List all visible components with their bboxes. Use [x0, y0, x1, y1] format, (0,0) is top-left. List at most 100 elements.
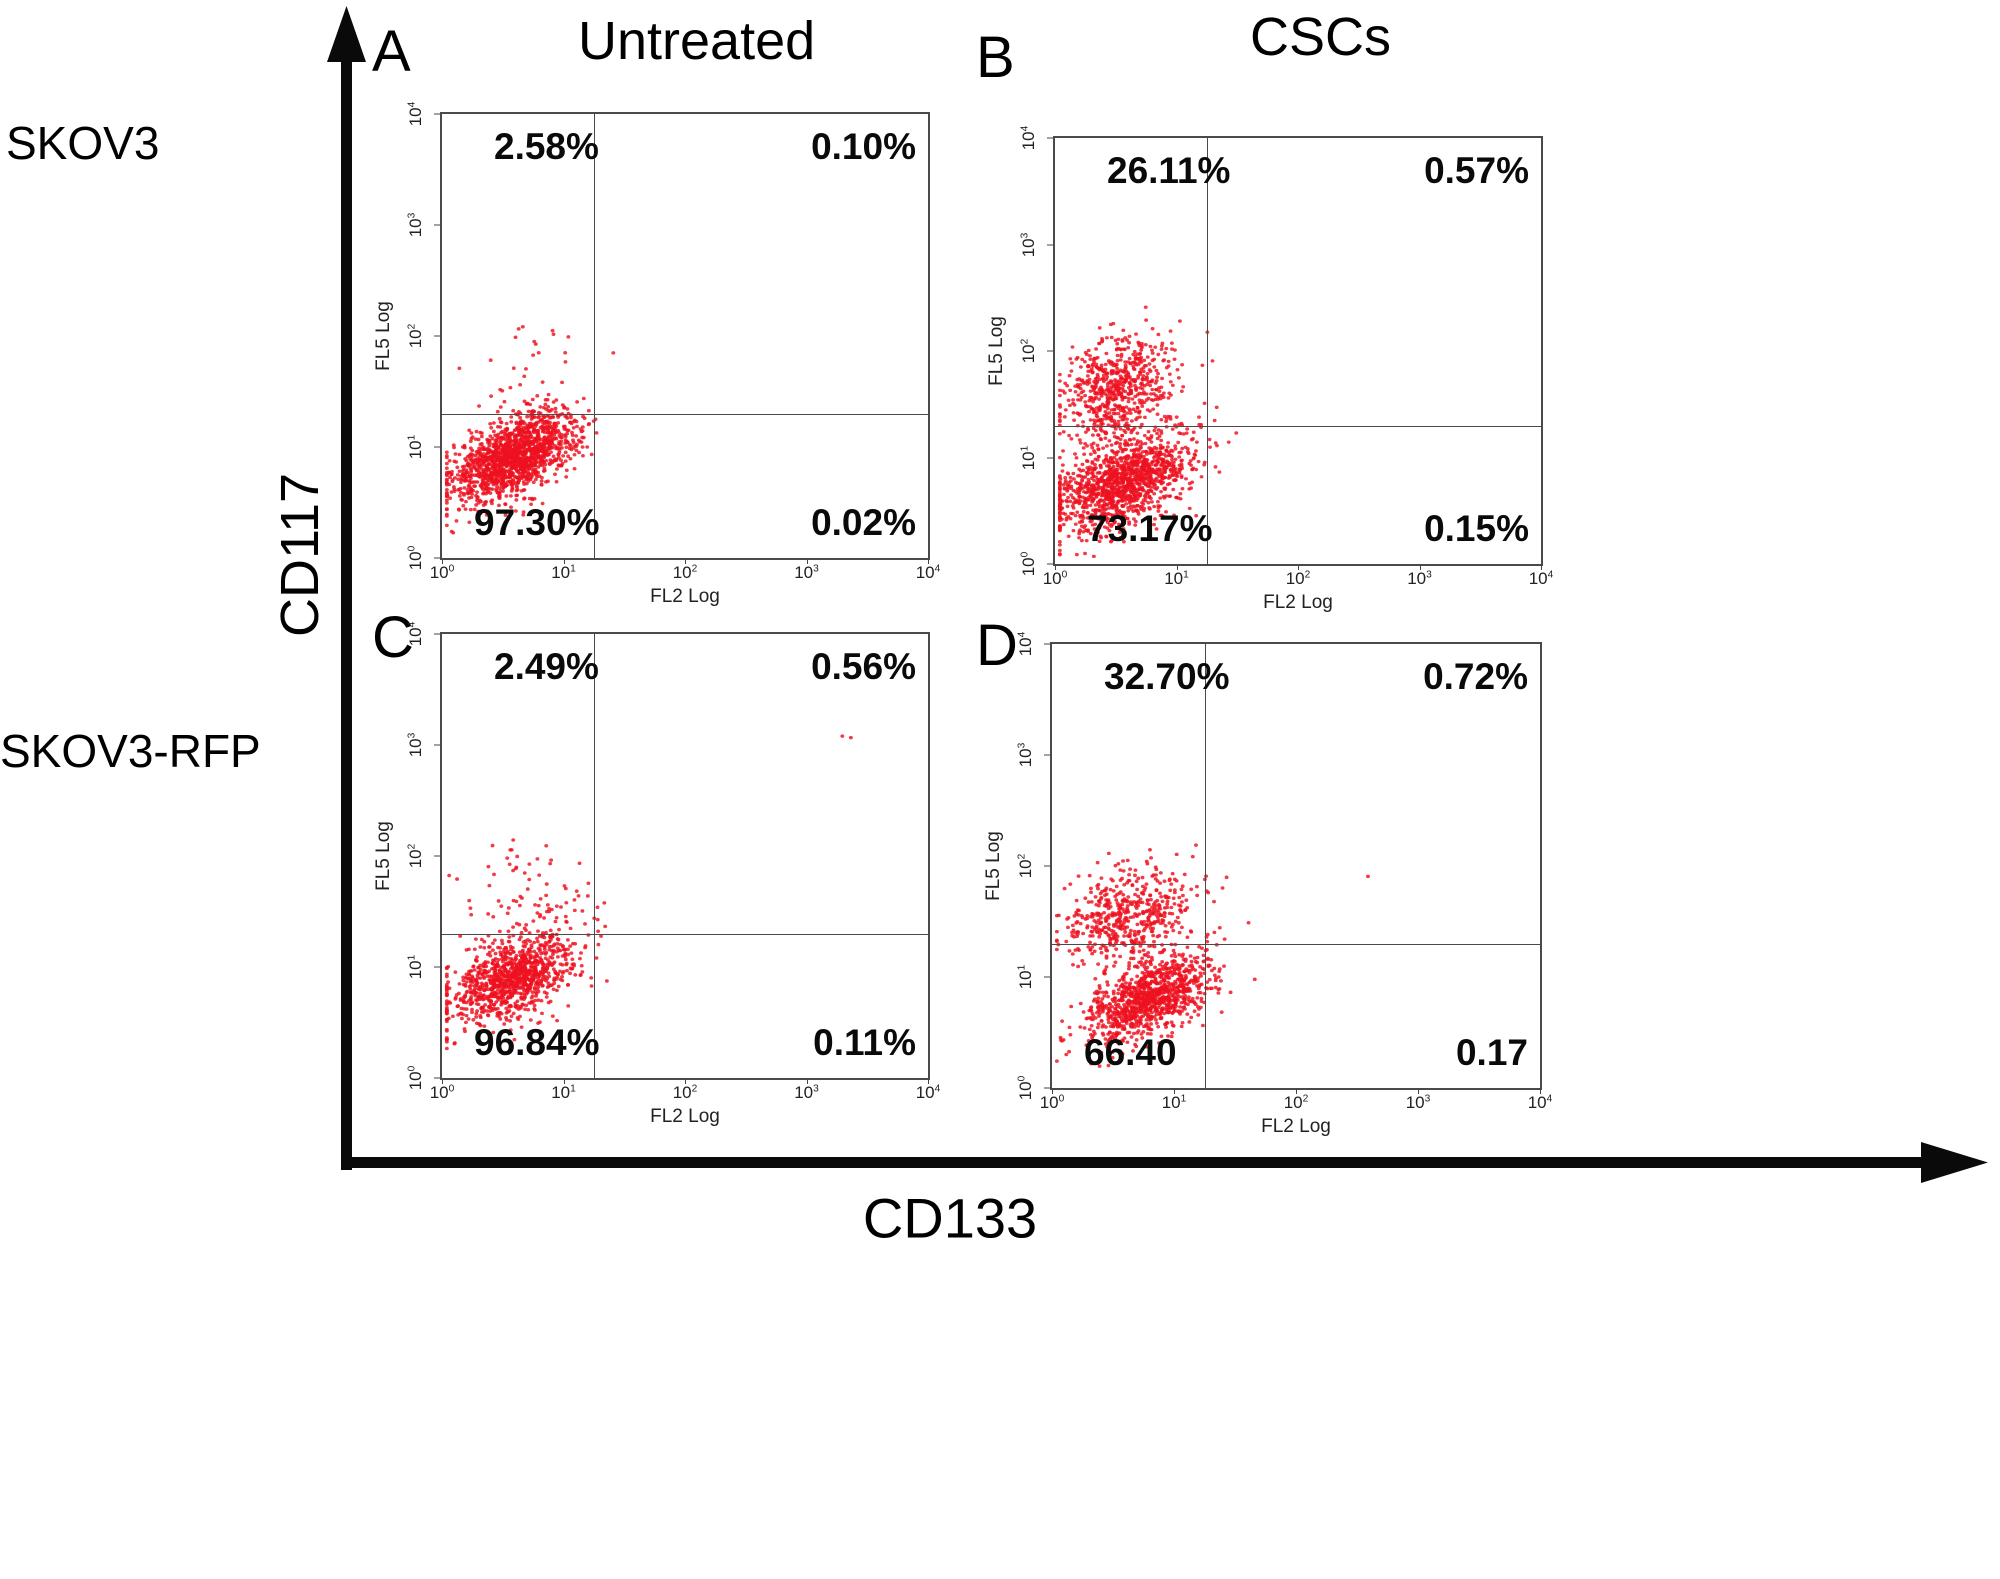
quadrant-percent-lower-left: 66.40 — [1084, 1032, 1177, 1073]
x-tick-label: 100 — [1042, 569, 1068, 588]
quadrant-percent-upper-left: 2.58% — [494, 126, 599, 167]
x-tick-label: 100 — [429, 1083, 455, 1102]
panel-y-axis-label: FL5 Log — [983, 831, 1004, 901]
quadrant-percent-lower-right: 0.15% — [1424, 508, 1529, 549]
horizontal-gate-line — [1055, 425, 1541, 428]
quadrant-percent-lower-right: 0.02% — [811, 502, 916, 543]
x-tick-mark — [806, 1078, 808, 1084]
y-tick-label: 100 — [406, 1065, 425, 1091]
scatter-plot — [444, 325, 616, 535]
row-label-skov3: SKOV3 — [6, 117, 160, 169]
x-tick-mark — [1052, 1088, 1053, 1094]
outer-y-axis-label: CD117 — [270, 472, 330, 638]
y-tick-label: 100 — [1016, 1075, 1035, 1101]
y-tick-mark — [434, 335, 440, 337]
horizontal-gate-line — [442, 933, 928, 936]
quadrant-percent-upper-left: 26.11% — [1107, 150, 1231, 191]
x-tick-label: 102 — [1283, 1093, 1309, 1112]
y-tick-mark — [1047, 563, 1053, 565]
y-tick-mark — [434, 557, 440, 559]
x-tick-mark — [1418, 1088, 1419, 1094]
flow-panel-a: 2.58% 0.10% 97.30% 0.02% 100 101 102 103 104… — [373, 102, 940, 607]
x-tick-mark — [442, 558, 443, 564]
y-tick-mark — [1044, 643, 1050, 645]
x-tick-label: 103 — [1407, 569, 1432, 588]
x-tick-label: 103 — [794, 1083, 819, 1102]
x-tick-mark — [1176, 564, 1178, 570]
vertical-gate-line — [593, 114, 596, 558]
y-tick-label: 101 — [1019, 445, 1038, 470]
quadrant-percent-upper-left: 2.49% — [494, 646, 599, 687]
panel-y-axis-label: FL5 Log — [373, 821, 394, 891]
y-tick-label: 101 — [406, 954, 425, 980]
x-tick-label: 102 — [1285, 569, 1311, 588]
x-tick-label: 104 — [1528, 569, 1554, 588]
panel-x-axis-label: FL2 Log — [650, 586, 720, 607]
x-tick-mark — [928, 1078, 929, 1084]
scatter-plot — [1054, 843, 1370, 1068]
y-tick-label: 103 — [1016, 742, 1035, 768]
scatter-plot — [1057, 305, 1239, 559]
x-tick-label: 102 — [672, 563, 698, 582]
x-tick-mark — [928, 558, 929, 564]
y-tick-label: 100 — [406, 545, 425, 571]
column-header-cscs: CSCs — [1250, 7, 1392, 67]
y-tick-mark — [434, 224, 440, 226]
x-tick-mark — [1419, 564, 1421, 570]
x-tick-label: 101 — [1164, 569, 1189, 588]
quadrant-percent-lower-left: 97.30% — [474, 502, 600, 543]
x-tick-mark — [1541, 564, 1542, 570]
y-tick-mark — [434, 446, 440, 448]
y-tick-mark — [1044, 1087, 1050, 1089]
vertical-gate-line — [1204, 644, 1206, 1088]
panel-letter-c: C — [372, 605, 414, 670]
y-tick-label: 102 — [1019, 338, 1038, 364]
y-tick-label: 102 — [1016, 853, 1035, 879]
y-tick-label: 104 — [406, 621, 425, 647]
quadrant-percent-upper-right: 0.57% — [1424, 150, 1529, 191]
y-tick-label: 101 — [1016, 964, 1035, 990]
x-tick-mark — [1296, 1088, 1297, 1094]
horizontal-gate-line — [1052, 943, 1540, 946]
x-tick-mark — [1174, 1088, 1175, 1094]
horizontal-gate-line — [442, 413, 928, 416]
vertical-gate-line — [593, 634, 596, 1078]
y-tick-mark — [434, 855, 440, 857]
quadrant-percent-lower-left: 96.84% — [474, 1022, 600, 1063]
y-tick-label: 101 — [406, 434, 425, 460]
x-tick-label: 104 — [915, 563, 941, 582]
panel-x-axis-label: FL2 Log — [650, 1106, 720, 1127]
y-tick-mark — [434, 113, 440, 115]
x-tick-mark — [1540, 1088, 1541, 1094]
y-axis-arrow-shaft — [341, 46, 352, 1170]
panel-letter-d: D — [976, 613, 1018, 678]
x-tick-mark — [442, 1078, 443, 1084]
x-tick-label: 101 — [551, 563, 576, 582]
x-tick-label: 100 — [1039, 1093, 1065, 1112]
flow-panel-c: 2.49% 0.56% 96.84% 0.11% 100 101 102 103 104… — [373, 622, 940, 1127]
x-tick-label: 103 — [1405, 1093, 1431, 1112]
y-tick-mark — [1047, 350, 1053, 352]
x-tick-label: 104 — [915, 1083, 941, 1102]
x-tick-mark — [563, 1078, 565, 1084]
panel-y-axis-label: FL5 Log — [986, 316, 1007, 386]
x-axis-arrow-shaft — [341, 1157, 1925, 1168]
x-tick-label: 103 — [794, 563, 819, 582]
row-label-skov3-rfp: SKOV3-RFP — [0, 725, 261, 777]
y-axis-arrow-head — [327, 6, 366, 62]
x-tick-label: 104 — [1527, 1093, 1553, 1112]
quadrant-percent-lower-right: 0.11% — [813, 1022, 916, 1063]
y-tick-mark — [434, 633, 440, 635]
y-tick-label: 102 — [406, 323, 425, 349]
quadrant-percent-upper-left: 32.70% — [1104, 656, 1230, 697]
scatter-plot — [444, 734, 853, 1051]
panel-letter-b: B — [976, 25, 1015, 90]
flow-panel-d: 32.70% 0.72% 66.40 0.17 100 101 102 103 104 … — [983, 632, 1552, 1137]
y-tick-label: 104 — [1016, 631, 1035, 657]
y-tick-mark — [1047, 457, 1053, 458]
y-tick-mark — [434, 744, 440, 746]
y-tick-label: 102 — [406, 843, 425, 869]
quadrant-percent-upper-right: 0.72% — [1423, 656, 1528, 697]
x-tick-label: 101 — [551, 1083, 576, 1102]
